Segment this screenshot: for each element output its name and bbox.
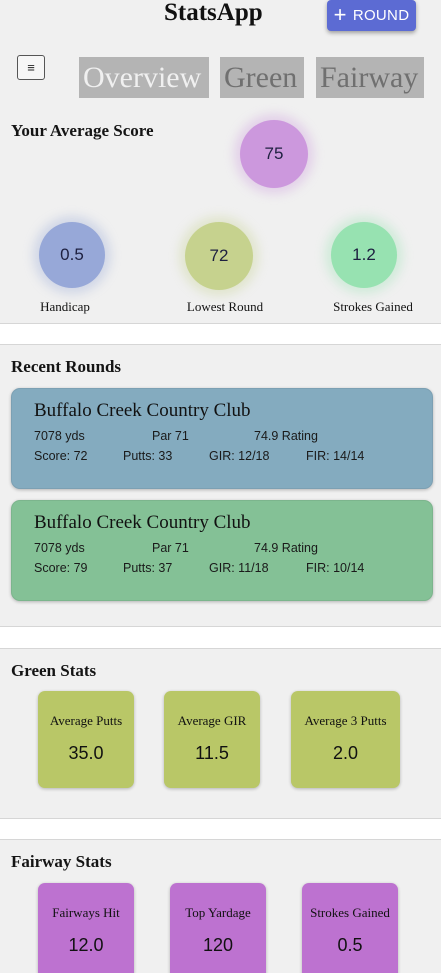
lowest-round-label: Lowest Round xyxy=(186,299,264,314)
round-par: Par 71 xyxy=(152,541,189,555)
round-putts: Putts: 33 xyxy=(123,449,173,463)
lowest-round-value: 72 xyxy=(209,246,229,265)
stat-value: 35.0 xyxy=(68,743,104,763)
recent-rounds-title: Recent Rounds xyxy=(11,357,122,376)
stat-label: Fairways Hit xyxy=(52,905,120,920)
round-putts: Putts: 37 xyxy=(123,561,173,575)
strokes-gained-circle: 1.2 xyxy=(331,222,397,288)
handicap-label: Handicap xyxy=(40,299,90,314)
stat-card-strokes-gained: Strokes Gained 0.5 xyxy=(302,883,398,973)
tab-fairway[interactable]: Fairway xyxy=(316,57,424,98)
tab-green[interactable]: Green xyxy=(220,57,304,98)
stat-value: 11.5 xyxy=(195,743,229,763)
stat-card-average-gir: Average GIR 11.5 xyxy=(164,691,260,788)
fairway-stats-title: Fairway Stats xyxy=(11,852,112,871)
round-card[interactable]: Buffalo Creek Country Club 7078 yds Par … xyxy=(11,388,433,489)
stat-value: 120 xyxy=(202,935,234,955)
strokes-gained-value: 1.2 xyxy=(352,245,376,264)
stat-label: Average GIR xyxy=(177,713,247,728)
stat-card-top-yardage: Top Yardage 120 xyxy=(170,883,266,973)
stat-card-average-3-putts: Average 3 Putts 2.0 xyxy=(291,691,400,788)
stat-label: Average 3 Putts xyxy=(304,713,387,728)
round-rating: 74.9 Rating xyxy=(254,541,318,555)
hamburger-icon: ≡ xyxy=(27,60,35,75)
stat-card-average-putts: Average Putts 35.0 xyxy=(38,691,134,788)
stat-label: Average Putts xyxy=(49,713,123,728)
round-gir: GIR: 12/18 xyxy=(209,449,270,463)
menu-button[interactable]: ≡ xyxy=(17,55,45,80)
stat-value: 0.5 xyxy=(337,935,363,955)
round-gir: GIR: 11/18 xyxy=(209,561,269,575)
stat-label: Strokes Gained xyxy=(310,905,390,920)
handicap-circle: 0.5 xyxy=(39,222,105,288)
app-title: StatsApp xyxy=(164,0,263,26)
round-score: Score: 72 xyxy=(34,449,88,463)
course-name: Buffalo Creek Country Club xyxy=(34,400,251,421)
lowest-round-circle: 72 xyxy=(185,222,253,290)
round-par: Par 71 xyxy=(152,429,189,443)
add-round-label: ROUND xyxy=(352,7,410,24)
average-score-title: Your Average Score xyxy=(11,121,154,140)
stat-label: Top Yardage xyxy=(185,905,251,920)
round-fir: FIR: 10/14 xyxy=(306,561,365,575)
tab-overview[interactable]: Overview xyxy=(79,57,209,98)
strokes-gained-label: Strokes Gained xyxy=(333,299,413,314)
handicap-value: 0.5 xyxy=(60,245,84,264)
round-rating: 74.9 Rating xyxy=(254,429,318,443)
stat-value: 12.0 xyxy=(68,935,104,955)
course-name: Buffalo Creek Country Club xyxy=(34,512,251,533)
green-stats-title: Green Stats xyxy=(11,661,97,680)
average-score-circle: 75 xyxy=(240,120,308,188)
average-score-value: 75 xyxy=(264,144,284,163)
round-card[interactable]: Buffalo Creek Country Club 7078 yds Par … xyxy=(11,500,433,601)
round-score: Score: 79 xyxy=(34,561,88,575)
stat-card-fairways-hit: Fairways Hit 12.0 xyxy=(38,883,134,973)
stat-value: 2.0 xyxy=(332,743,359,763)
add-round-button[interactable]: + ROUND xyxy=(327,0,416,31)
plus-icon: + xyxy=(333,1,347,27)
round-fir: FIR: 14/14 xyxy=(306,449,365,463)
round-yards: 7078 yds xyxy=(34,429,85,443)
round-yards: 7078 yds xyxy=(34,541,85,555)
